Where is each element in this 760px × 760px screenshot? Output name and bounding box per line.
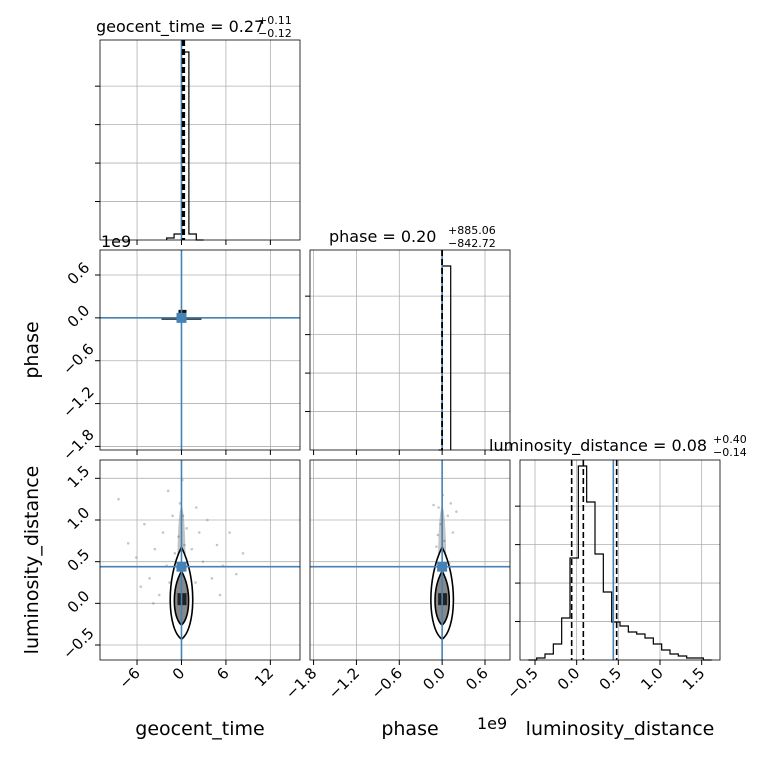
scatter-point-geocent_time_vs_luminosity_distance-21: [197, 531, 201, 534]
scatter-point-geocent_time_vs_luminosity_distance-29: [241, 552, 245, 555]
panel-frame-phase: [309, 249, 511, 451]
scatter-point-phase_vs_luminosity_distance-14: [432, 503, 435, 507]
scatter-point-geocent_time_vs_luminosity_distance-2: [134, 556, 138, 559]
scatter-point-geocent_time_vs_luminosity_distance-0: [117, 497, 120, 501]
title-luminosity-distance: luminosity_distance = 0.08: [489, 436, 707, 456]
scatter-point-geocent_time_vs_luminosity_distance-16: [183, 543, 186, 547]
scatter-point-geocent_time_vs_luminosity_distance-20: [194, 581, 197, 584]
panel-frame-geocent_time_vs_phase: [99, 249, 301, 451]
scatter-point-geocent_time_vs_luminosity_distance-22: [201, 560, 205, 563]
ylabel-phase: phase: [21, 321, 43, 378]
ytick-label-phase-1: −1.2: [59, 383, 97, 421]
scatter-point-geocent_time_vs_luminosity_distance-24: [210, 577, 214, 580]
xlabel-luminosity-distance: luminosity_distance: [526, 718, 715, 740]
panel-frame-luminosity_distance: [519, 459, 721, 661]
scatter-point-geocent_time_vs_luminosity_distance-30: [139, 585, 143, 588]
ytick-label-phase-2: −0.6: [59, 340, 97, 378]
scatter-point-geocent_time_vs_luminosity_distance-37: [218, 593, 222, 597]
xlabel-phase: phase: [381, 718, 438, 740]
panel-frame-phase_vs_luminosity_distance: [309, 459, 511, 661]
truth-marker-phase_vs_luminosity_distance: [437, 561, 448, 572]
scatter-point-geocent_time_vs_luminosity_distance-13: [177, 535, 180, 538]
scatter-point-geocent_time_vs_luminosity_distance-31: [166, 489, 170, 493]
ytick-label-phase-3: 0.0: [64, 302, 94, 332]
title-geocent-time-plus: +0.11: [258, 14, 292, 27]
scatter-point-phase_vs_luminosity_distance-2: [446, 514, 450, 518]
scatter-point-phase_vs_luminosity_distance-12: [436, 533, 440, 537]
xtick-label-phase-4: 0.6: [462, 664, 492, 694]
scatter-point-phase_vs_luminosity_distance-4: [451, 531, 455, 534]
ylabel-luminosity-distance: luminosity_distance: [21, 466, 43, 655]
scatter-point-geocent_time_vs_luminosity_distance-27: [228, 531, 231, 534]
scatter-point-phase_vs_luminosity_distance-6: [435, 545, 438, 548]
ytick-label-phase-0: −1.8: [59, 426, 97, 464]
xtick-label-luminosity_distance-0: −0.5: [503, 664, 541, 702]
scatter-point-geocent_time_vs_luminosity_distance-9: [168, 581, 171, 584]
scatter-point-geocent_time_vs_luminosity_distance-23: [206, 518, 209, 522]
panel-frame-geocent_time_vs_luminosity_distance: [99, 459, 301, 661]
ytick-label-phase-4: 0.6: [64, 259, 94, 289]
title-phase: phase = 0.20: [329, 227, 436, 246]
title-luminosity-distance-plus: +0.40: [713, 433, 747, 446]
histogram-phase: [438, 265, 452, 451]
xtick-label-geocent_time-2: 6: [213, 664, 232, 683]
xtick-label-luminosity_distance-4: 1.5: [679, 664, 709, 694]
scatter-point-geocent_time_vs_luminosity_distance-10: [171, 514, 174, 518]
offset-label-phase-x: 1e9: [477, 714, 507, 733]
scatter-point-geocent_time_vs_luminosity_distance-1: [126, 542, 130, 545]
scatter-point-geocent_time_vs_luminosity_distance-28: [234, 572, 238, 576]
title-phase-plus: +885.06: [448, 224, 496, 237]
xtick-label-geocent_time-1: 0: [169, 664, 188, 683]
scatter-point-geocent_time_vs_luminosity_distance-11: [173, 552, 177, 555]
xlabel-geocent-time: geocent_time: [135, 718, 264, 740]
scatter-point-geocent_time_vs_luminosity_distance-25: [215, 543, 219, 547]
xtick-label-luminosity_distance-3: 1.0: [637, 664, 667, 694]
xtick-label-phase-1: −1.2: [325, 664, 363, 702]
ytick-label-luminosity_distance-1: 0.0: [64, 587, 94, 617]
title-geocent-time: geocent_time = 0.27: [96, 17, 264, 37]
xtick-label-phase-0: −1.8: [282, 664, 320, 702]
ytick-label-luminosity_distance-2: 0.5: [64, 545, 94, 575]
truth-marker-geocent_time_vs_luminosity_distance: [176, 561, 187, 572]
scatter-point-geocent_time_vs_luminosity_distance-15: [181, 514, 185, 518]
ytick-label-luminosity_distance-0: −0.5: [59, 624, 97, 662]
ytick-label-luminosity_distance-3: 1.0: [64, 504, 94, 534]
xtick-label-luminosity_distance-2: 0.5: [596, 664, 626, 694]
scatter-point-geocent_time_vs_luminosity_distance-5: [153, 547, 157, 551]
scatter-point-geocent_time_vs_luminosity_distance-4: [148, 577, 151, 580]
title-geocent-time-minus: −0.12: [258, 27, 292, 40]
xtick-label-geocent_time-3: 12: [251, 664, 277, 690]
scatter-point-geocent_time_vs_luminosity_distance-36: [152, 602, 155, 605]
title-luminosity-distance-minus: −0.14: [713, 446, 747, 459]
xtick-label-geocent_time-0: −6: [115, 664, 143, 692]
truth-marker-geocent_time_vs_phase: [176, 312, 187, 323]
scatter-point-geocent_time_vs_luminosity_distance-14: [178, 502, 182, 505]
scatter-point-geocent_time_vs_luminosity_distance-19: [190, 547, 194, 551]
scatter-point-geocent_time_vs_luminosity_distance-35: [194, 506, 198, 509]
scatter-point-geocent_time_vs_luminosity_distance-6: [157, 593, 161, 597]
histogram-geocent_time: [166, 51, 204, 241]
scatter-point-phase_vs_luminosity_distance-13: [449, 502, 453, 505]
xtick-label-phase-2: −0.6: [368, 664, 406, 702]
scatter-point-phase_vs_luminosity_distance-5: [442, 539, 446, 543]
title-phase-minus: −842.72: [448, 237, 496, 250]
scatter-point-phase_vs_luminosity_distance-15: [455, 510, 458, 513]
scatter-point-geocent_time_vs_luminosity_distance-3: [143, 522, 146, 526]
histogram-luminosity_distance: [528, 465, 712, 661]
scatter-point-phase_vs_luminosity_distance-1: [437, 506, 440, 509]
ytick-label-luminosity_distance-4: 1.5: [64, 462, 94, 492]
scatter-point-geocent_time_vs_luminosity_distance-17: [185, 527, 188, 530]
offset-label-phase-y: 1e9: [101, 232, 131, 251]
scatter-point-geocent_time_vs_luminosity_distance-7: [161, 531, 165, 534]
xtick-label-phase-3: 0.0: [419, 664, 449, 694]
xtick-label-luminosity_distance-1: 0.0: [554, 664, 584, 694]
panel-frame-geocent_time: [99, 39, 301, 241]
